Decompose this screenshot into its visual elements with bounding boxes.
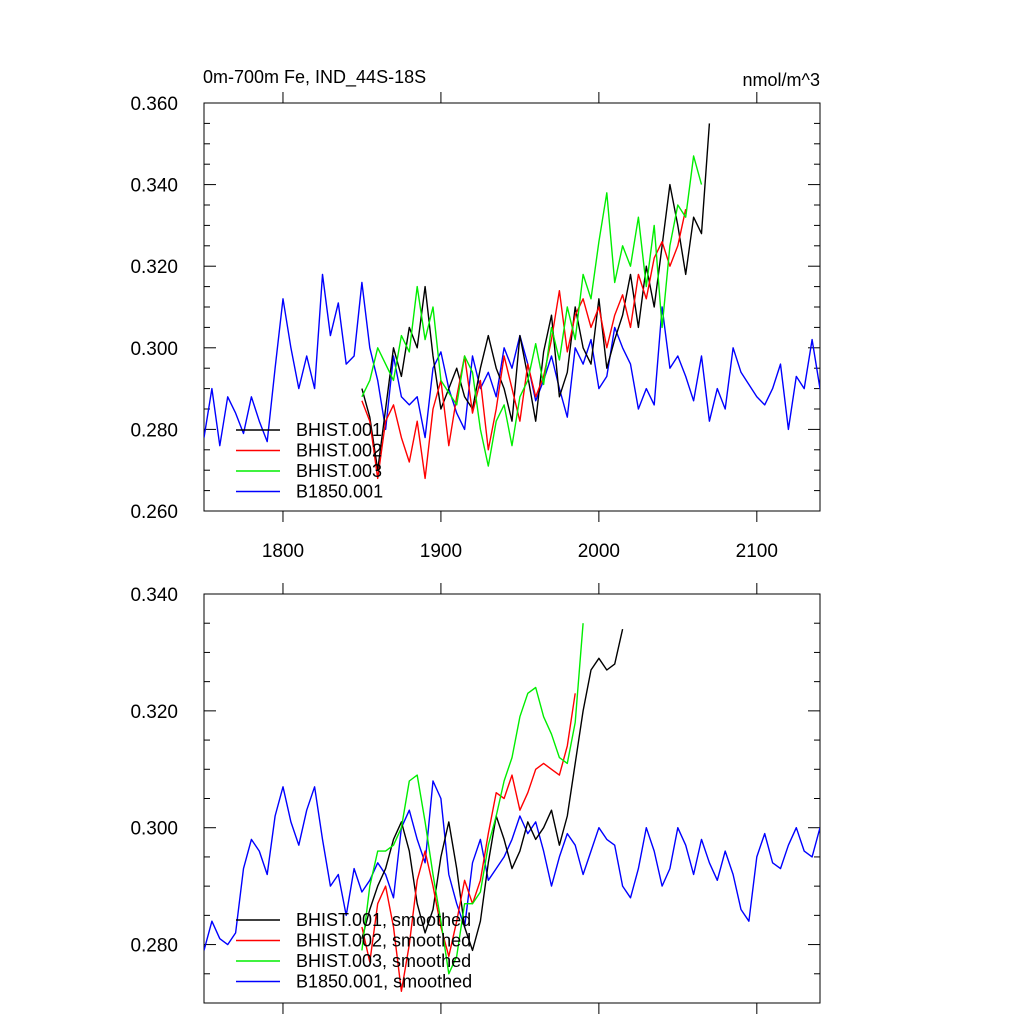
y-tick-label: 0.280 xyxy=(130,420,178,441)
series-line-bhist-002 xyxy=(361,693,576,992)
top-panel: 0.260 0.280 0.300 0.320 0.340 0.360 1800 1900 20… xyxy=(130,92,821,562)
series-line-bhist-003 xyxy=(361,155,703,467)
x-tick-label: 1800 xyxy=(262,541,304,562)
legend-label: BHIST.001 xyxy=(296,420,382,440)
series-line-bhist-003 xyxy=(361,623,584,975)
series-line-b1850-001 xyxy=(204,273,820,447)
units-label-top: nmol/m^3 xyxy=(742,70,820,90)
legend-label: B1850.001, smoothed xyxy=(296,972,472,992)
y-tick-label: 0.280 xyxy=(130,936,178,957)
y-tick-label: 0.260 xyxy=(130,502,178,523)
y-tick-label: 0.340 xyxy=(130,176,178,197)
x-tick-label: 2100 xyxy=(736,541,778,562)
y-tick-label: 0.320 xyxy=(130,702,178,723)
y-tick-label: 0.320 xyxy=(130,257,178,278)
legend-label: BHIST.001, smoothed xyxy=(296,910,471,930)
y-tick-label: 0.340 xyxy=(130,585,178,606)
legend-label: BHIST.003, smoothed xyxy=(296,951,471,971)
y-tick-label: 0.300 xyxy=(130,339,178,360)
y-tick-label: 0.300 xyxy=(130,819,178,840)
series-line-bhist-001 xyxy=(361,123,711,471)
legend-label: BHIST.002, smoothed xyxy=(296,931,471,951)
legend-label: B1850.001 xyxy=(296,482,383,502)
y-tick-label: 0.360 xyxy=(130,94,178,115)
x-tick-label: 2000 xyxy=(578,541,620,562)
legend-label: BHIST.003 xyxy=(296,461,382,481)
x-tick-label: 1900 xyxy=(420,541,462,562)
series-line-bhist-001 xyxy=(361,628,624,952)
legend-label: BHIST.002 xyxy=(296,441,382,461)
series-line-b1850-001 xyxy=(204,780,820,951)
chart-title-top: 0m-700m Fe, IND_44S-18S xyxy=(203,67,427,87)
series-line-bhist-002 xyxy=(361,208,687,480)
